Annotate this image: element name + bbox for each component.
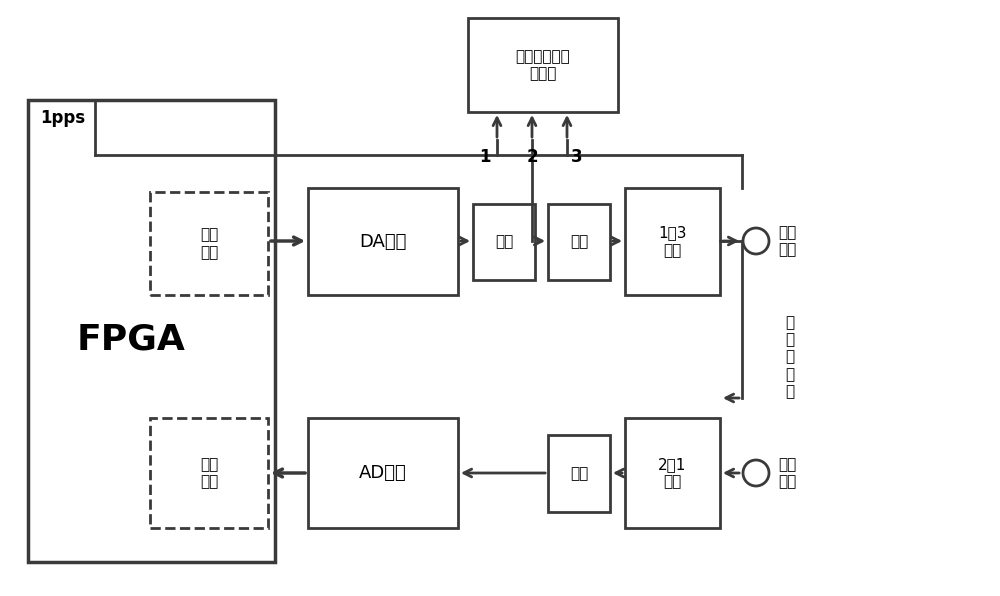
Text: 中频
输出: 中频 输出	[778, 225, 796, 257]
Text: FPGA: FPGA	[77, 323, 186, 357]
Text: 中频
输入: 中频 输入	[778, 457, 796, 489]
Bar	[308, 188, 458, 295]
Bar	[468, 18, 618, 112]
Text: 2: 2	[526, 148, 538, 166]
Text: 放大: 放大	[495, 234, 513, 250]
Text: 3: 3	[571, 148, 583, 166]
Text: 接收
处理: 接收 处理	[200, 457, 218, 489]
Bar	[548, 435, 610, 512]
Text: 调制
输出: 调制 输出	[200, 227, 218, 260]
Text: 滤波: 滤波	[570, 234, 588, 250]
Text: 1: 1	[479, 148, 491, 166]
Bar	[625, 418, 720, 528]
Text: 1切3
开关: 1切3 开关	[658, 225, 687, 257]
Text: 1pps: 1pps	[40, 109, 85, 127]
Text: 高精度时差测
量芯片: 高精度时差测 量芯片	[516, 49, 570, 81]
Bar	[473, 204, 535, 280]
Bar	[150, 418, 268, 528]
Bar	[150, 192, 268, 295]
Text: 自
校
准
通
道: 自 校 准 通 道	[785, 315, 795, 399]
Bar	[625, 188, 720, 295]
Text: 2选1
开关: 2选1 开关	[658, 457, 687, 489]
Bar	[548, 204, 610, 280]
Bar	[308, 418, 458, 528]
Text: AD转换: AD转换	[359, 464, 407, 482]
Bar	[28, 100, 275, 562]
Text: 滤波: 滤波	[570, 466, 588, 481]
Text: DA转换: DA转换	[359, 232, 407, 250]
